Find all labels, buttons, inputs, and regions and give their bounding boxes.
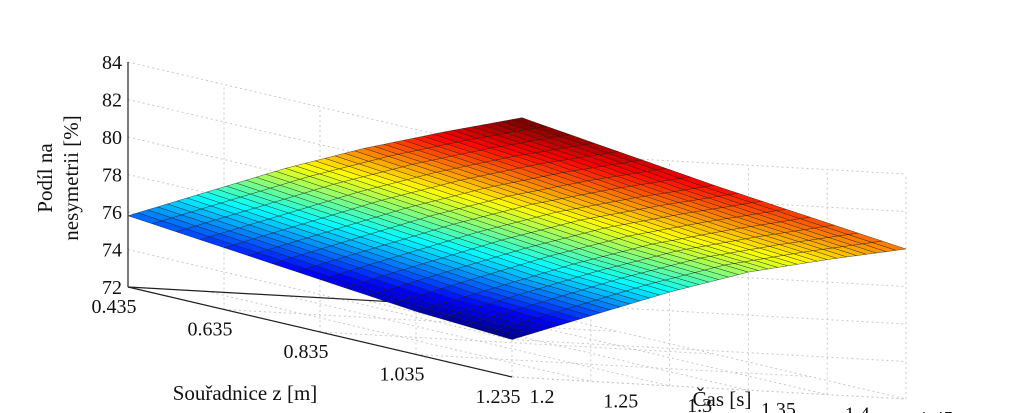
x-tick-label: 0.635 xyxy=(188,319,233,341)
grid-line xyxy=(127,99,513,190)
grid-line xyxy=(285,295,670,387)
y-tick-label: 1.4 xyxy=(845,404,870,413)
axis-line xyxy=(127,286,513,378)
y-tick-label: 1.25 xyxy=(603,390,638,412)
z-tick-label: 76 xyxy=(102,202,122,224)
grid-line xyxy=(223,309,619,332)
x-tick-label: 1.235 xyxy=(476,386,521,408)
x-axis-label: Souřadnice z [m] xyxy=(173,381,318,405)
y-axis-label: Čas [s] xyxy=(693,387,752,411)
y-tick-label: 1.35 xyxy=(761,399,796,413)
grid-line xyxy=(511,376,907,400)
z-axis-label-line2: nesymetrii [%] xyxy=(59,115,83,240)
grid-line xyxy=(521,308,907,400)
grid-line xyxy=(127,174,513,265)
z-tick-label: 82 xyxy=(102,90,122,112)
z-tick-label: 80 xyxy=(102,127,122,149)
y-tick-label: 1.45 xyxy=(919,408,954,413)
z-tick-label: 72 xyxy=(102,277,122,299)
y-tick-label: 1.2 xyxy=(530,386,555,408)
surface-mesh xyxy=(127,117,907,340)
axis-labels: Podíl na nesymetrii [%] Souřadnice z [m]… xyxy=(33,115,751,411)
z-tick-label: 84 xyxy=(102,52,122,74)
tick-labels: 72 74 76 78 80 82 84 1.235 1.035 0.835 0.635 0.435 1… xyxy=(92,52,954,413)
grid-line xyxy=(127,249,513,340)
x-tick-label: 1.035 xyxy=(380,364,425,386)
surface-patch xyxy=(511,117,547,129)
grid-line xyxy=(319,331,715,355)
z-axis-label-line1: Podíl na xyxy=(33,143,57,213)
z-tick-label: 78 xyxy=(102,165,122,187)
grid-line xyxy=(127,61,513,153)
grid-line xyxy=(511,339,907,362)
x-tick-label: 0.835 xyxy=(284,341,329,363)
grid-line xyxy=(127,136,513,228)
grid-line xyxy=(415,354,811,377)
z-tick-label: 74 xyxy=(102,240,122,262)
y-tick-label: 1.3 xyxy=(687,395,712,413)
grid-line xyxy=(206,290,591,382)
x-tick-label: 0.435 xyxy=(92,296,137,318)
